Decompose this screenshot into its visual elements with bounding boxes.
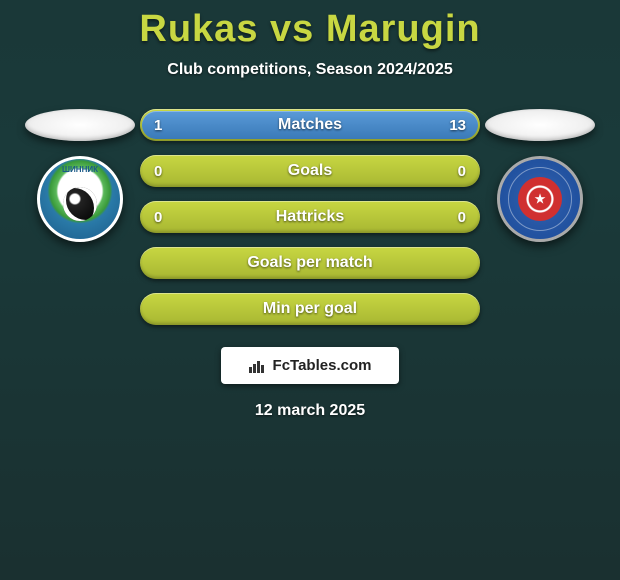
left-oval-decoration bbox=[25, 109, 135, 141]
page-subtitle: Club competitions, Season 2024/2025 bbox=[0, 61, 620, 79]
date-label: 12 march 2025 bbox=[255, 402, 365, 420]
stat-row-hattricks: 0 Hattricks 0 bbox=[140, 201, 480, 233]
stat-label: Hattricks bbox=[276, 208, 344, 226]
footer: FcTables.com 12 march 2025 bbox=[0, 347, 620, 420]
stat-row-min-per-goal: Min per goal bbox=[140, 293, 480, 325]
right-oval-decoration bbox=[485, 109, 595, 141]
stat-left-value: 0 bbox=[154, 209, 162, 226]
left-team-column bbox=[20, 109, 140, 242]
stat-right-value: 0 bbox=[458, 209, 466, 226]
stat-row-goals-per-match: Goals per match bbox=[140, 247, 480, 279]
stat-row-goals: 0 Goals 0 bbox=[140, 155, 480, 187]
stat-right-value: 0 bbox=[458, 163, 466, 180]
stat-label: Goals bbox=[288, 162, 332, 180]
stats-area: 1 Matches 13 0 Goals 0 0 Hattricks 0 bbox=[0, 109, 620, 325]
stat-label: Goals per match bbox=[247, 254, 372, 272]
stat-label: Matches bbox=[278, 116, 342, 134]
page-title: Rukas vs Marugin bbox=[0, 8, 620, 51]
chart-icon bbox=[249, 359, 267, 373]
brand-label: FcTables.com bbox=[273, 357, 372, 374]
stat-label: Min per goal bbox=[263, 300, 357, 318]
stat-bars: 1 Matches 13 0 Goals 0 0 Hattricks 0 bbox=[140, 109, 480, 325]
stat-left-value: 1 bbox=[154, 117, 162, 134]
stat-row-matches: 1 Matches 13 bbox=[140, 109, 480, 141]
right-team-badge: ★ bbox=[497, 156, 583, 242]
left-team-badge bbox=[37, 156, 123, 242]
main-container: Rukas vs Marugin Club competitions, Seas… bbox=[0, 0, 620, 420]
star-icon: ★ bbox=[534, 191, 547, 208]
stat-left-value: 0 bbox=[154, 163, 162, 180]
brand-box[interactable]: FcTables.com bbox=[221, 347, 400, 384]
right-team-column: ★ bbox=[480, 109, 600, 242]
stat-right-value: 13 bbox=[449, 117, 466, 134]
